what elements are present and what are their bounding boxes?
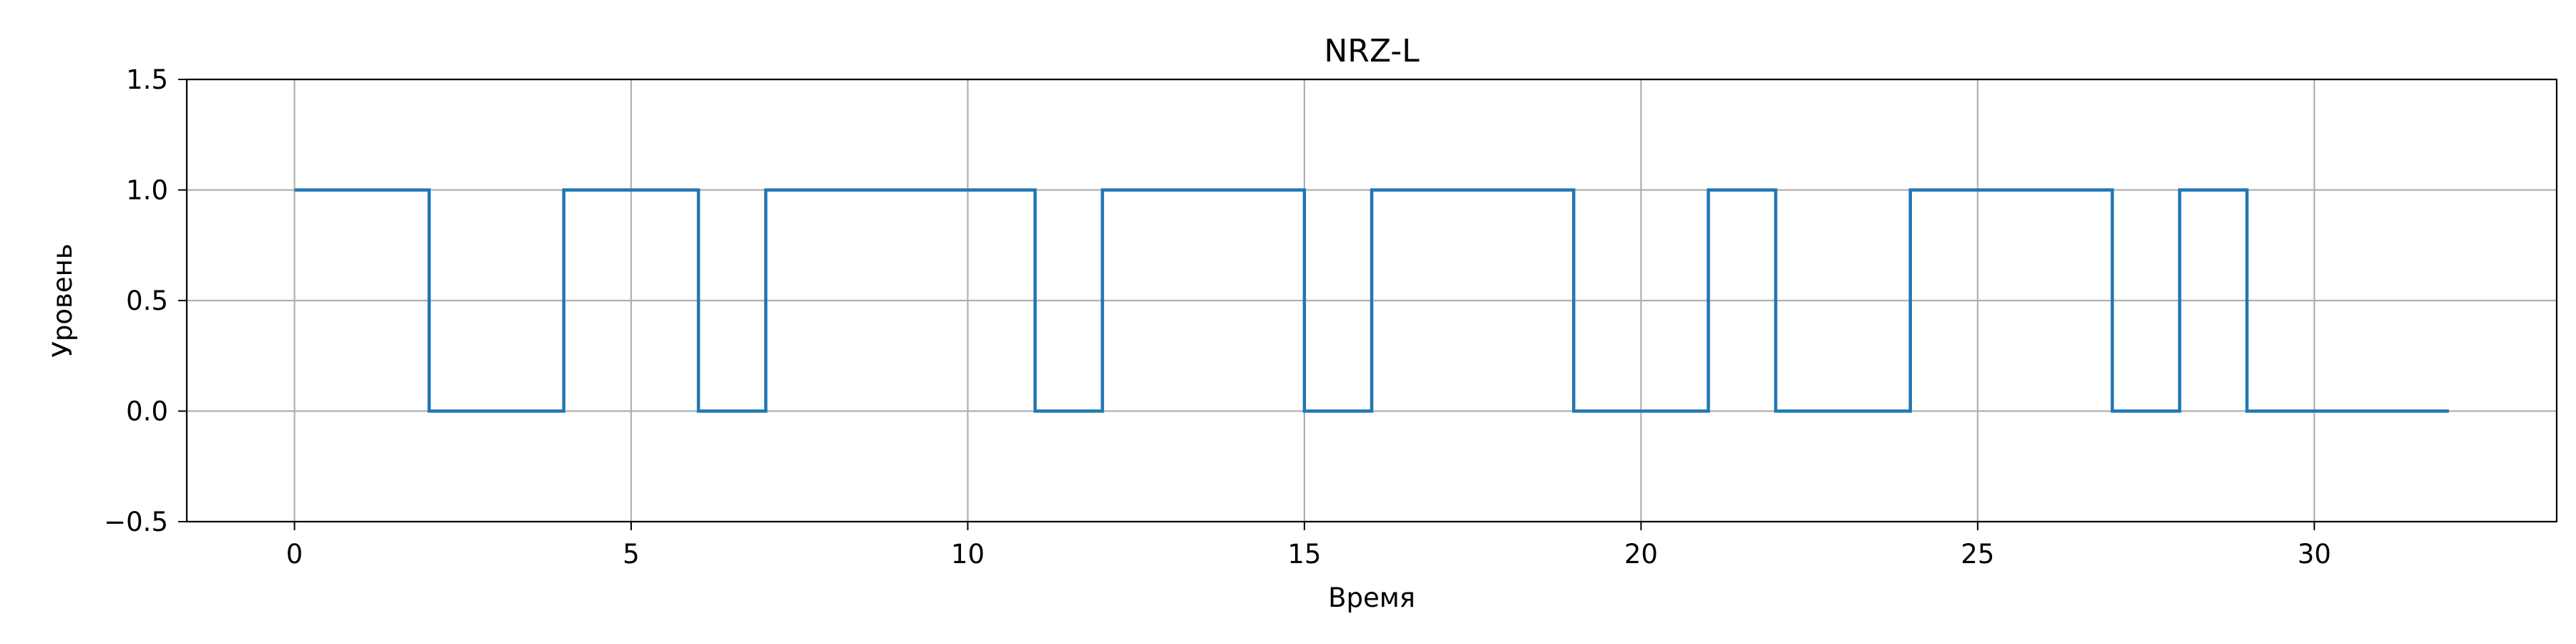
y-tick-label: −0.5: [104, 507, 168, 537]
y-axis-label: Уровень: [47, 243, 78, 357]
y-tick-label: 1.0: [126, 175, 168, 206]
series-nrz-l: [294, 188, 2449, 413]
x-tick-label: 30: [2298, 539, 2331, 570]
chart-title: NRZ-L: [1324, 33, 1420, 69]
tick-marks: [178, 79, 2316, 530]
x-tick-label: 0: [286, 539, 303, 570]
x-axis-label: Время: [1328, 582, 1415, 613]
x-tick-label: 10: [951, 539, 985, 570]
x-tick-label: 15: [1287, 539, 1321, 570]
y-tick-label: 0.0: [126, 396, 168, 427]
y-tick-label: 1.5: [126, 64, 168, 95]
x-tick-label: 20: [1624, 539, 1658, 570]
tick-labels: 0 5 10 15 20 25 30 −0.5 0.0 0.5 1.0 1.5: [104, 64, 2331, 570]
x-tick-label: 25: [1961, 539, 1994, 570]
y-tick-label: 0.5: [126, 286, 168, 316]
x-tick-label: 5: [623, 539, 640, 570]
nrz-l-line: [294, 188, 2449, 413]
